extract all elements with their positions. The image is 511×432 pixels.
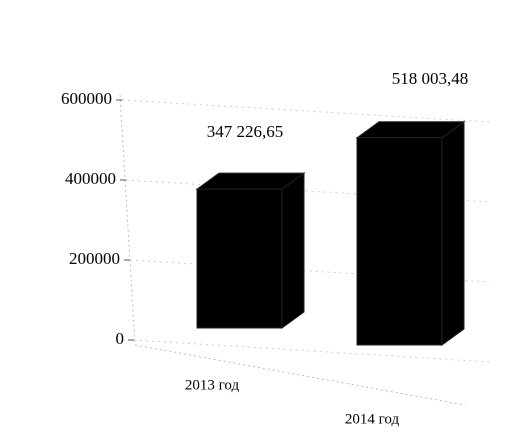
y-tick-label: 200000 [69,249,120,268]
x-axis [134,344,466,406]
grid-line [121,99,491,123]
bar [196,188,283,329]
y-tick-label: 0 [116,329,125,348]
value-label: 518 003,48 [392,69,469,88]
x-tick-label: 2014 год [345,411,400,427]
bar-side [441,120,465,346]
value-label: 347 226,65 [207,122,284,141]
y-tick-label: 600000 [61,89,112,108]
bar-side [281,172,305,329]
x-tick-label: 2013 год [185,377,240,393]
grid-line [125,179,491,203]
bar [356,137,443,346]
y-axis [119,94,136,346]
y-tick-label: 400000 [65,169,116,188]
